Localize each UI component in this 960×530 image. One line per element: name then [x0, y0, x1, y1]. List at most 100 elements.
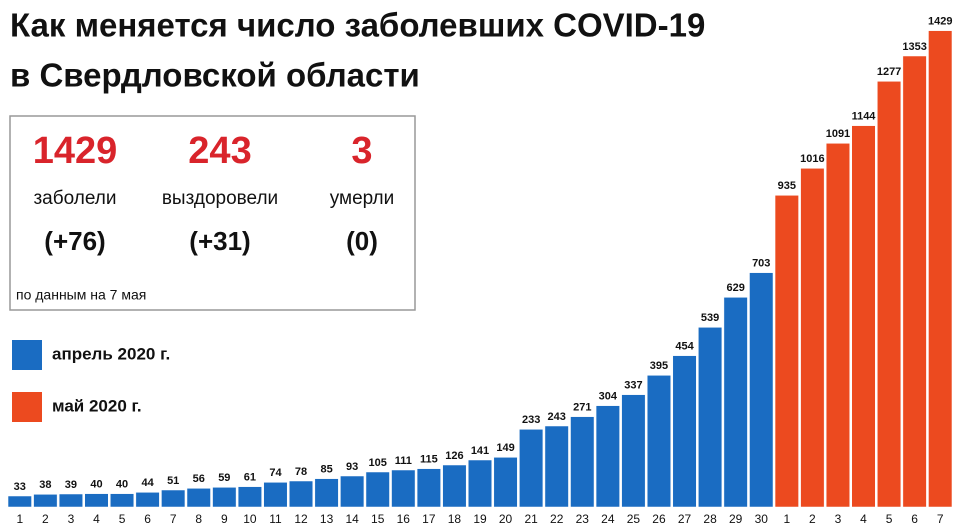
- x-tick-label: 7: [170, 512, 177, 526]
- value-label: 39: [65, 479, 77, 491]
- x-tick-label: 3: [835, 512, 842, 526]
- value-label: 115: [420, 454, 438, 466]
- chart-title: в Свердловской области: [10, 57, 420, 94]
- value-label: 304: [599, 391, 618, 403]
- stat-label: умерли: [330, 188, 395, 209]
- value-label: 703: [752, 258, 770, 270]
- x-tick-label: 5: [119, 512, 126, 526]
- x-tick-label: 30: [755, 512, 769, 526]
- bar: [186, 488, 211, 508]
- x-tick-label: 6: [144, 512, 151, 526]
- stat-value: 3: [351, 130, 372, 172]
- value-label: 38: [39, 479, 51, 491]
- info-box: [9, 115, 416, 311]
- value-label: 935: [778, 180, 796, 192]
- x-tick-label: 11: [269, 512, 282, 526]
- x-tick-label: 5: [886, 512, 893, 526]
- x-tick-label: 2: [809, 512, 816, 526]
- bar: [33, 494, 58, 508]
- x-tick-label: 24: [601, 512, 615, 526]
- x-tick-label: 3: [68, 512, 75, 526]
- value-label: 1353: [902, 41, 926, 53]
- value-label: 395: [650, 360, 668, 372]
- x-tick-label: 16: [397, 512, 411, 526]
- x-tick-label: 10: [243, 512, 257, 526]
- value-label: 629: [726, 282, 744, 294]
- value-label: 56: [193, 473, 205, 485]
- chart-title: Как меняется число заболевших COVID-19: [10, 7, 705, 44]
- bar: [84, 493, 109, 508]
- value-label: 271: [573, 402, 591, 414]
- stat-value: 243: [188, 130, 251, 172]
- legend-label: апрель 2020 г.: [52, 344, 170, 363]
- value-label: 233: [522, 414, 540, 426]
- bar: [135, 492, 160, 508]
- value-label: 337: [624, 380, 642, 392]
- bar: [646, 375, 671, 508]
- x-tick-label: 8: [195, 512, 202, 526]
- value-label: 78: [295, 466, 307, 478]
- stat-value: 1429: [33, 130, 118, 172]
- x-tick-label: 20: [499, 512, 513, 526]
- bar: [570, 416, 595, 508]
- x-tick-label: 4: [93, 512, 100, 526]
- x-tick-label: 23: [576, 512, 590, 526]
- bar: [7, 495, 32, 508]
- x-tick-label: 17: [422, 512, 436, 526]
- note: по данным на 7 мая: [16, 287, 146, 303]
- value-label: 149: [496, 442, 514, 454]
- value-label: 1144: [852, 111, 877, 123]
- bar: [416, 468, 441, 508]
- value-label: 126: [445, 450, 463, 462]
- value-label: 111: [395, 455, 412, 467]
- value-label: 61: [244, 472, 256, 484]
- bar: [212, 487, 237, 508]
- x-tick-label: 1: [783, 512, 790, 526]
- value-label: 454: [675, 341, 694, 353]
- bar: [774, 195, 799, 508]
- x-tick-label: 7: [937, 512, 944, 526]
- bar: [698, 327, 723, 508]
- value-label: 51: [167, 475, 179, 487]
- bar: [877, 81, 902, 508]
- stat-change: (0): [346, 226, 378, 256]
- bar: [110, 493, 135, 508]
- x-tick-label: 21: [524, 512, 538, 526]
- x-tick-label: 2: [42, 512, 49, 526]
- bar: [161, 489, 186, 508]
- bar: [851, 125, 876, 508]
- legend-swatch: [12, 340, 42, 370]
- x-tick-label: 19: [473, 512, 487, 526]
- x-tick-label: 6: [911, 512, 918, 526]
- x-tick-label: 28: [703, 512, 717, 526]
- bar: [902, 55, 927, 508]
- bar: [289, 480, 314, 508]
- stat-label: выздоровели: [162, 188, 278, 209]
- value-label: 59: [218, 472, 230, 484]
- value-label: 40: [116, 479, 128, 491]
- bar: [442, 464, 467, 508]
- bar: [621, 394, 646, 508]
- bar: [314, 478, 339, 508]
- value-label: 74: [269, 467, 282, 479]
- x-tick-label: 12: [294, 512, 308, 526]
- bar: [391, 469, 416, 508]
- bar: [58, 493, 83, 508]
- value-label: 40: [90, 479, 102, 491]
- bar: [723, 297, 748, 508]
- value-label: 93: [346, 461, 358, 473]
- value-label: 1091: [826, 128, 850, 140]
- x-tick-label: 25: [627, 512, 641, 526]
- bar: [672, 355, 697, 508]
- x-tick-label: 26: [652, 512, 666, 526]
- x-tick-label: 9: [221, 512, 228, 526]
- bar: [749, 272, 774, 508]
- x-tick-label: 15: [371, 512, 385, 526]
- legend-swatch: [12, 392, 42, 422]
- value-label: 141: [471, 445, 489, 457]
- x-tick-label: 29: [729, 512, 743, 526]
- bar: [595, 405, 620, 508]
- bar: [825, 143, 850, 508]
- bar: [340, 475, 365, 508]
